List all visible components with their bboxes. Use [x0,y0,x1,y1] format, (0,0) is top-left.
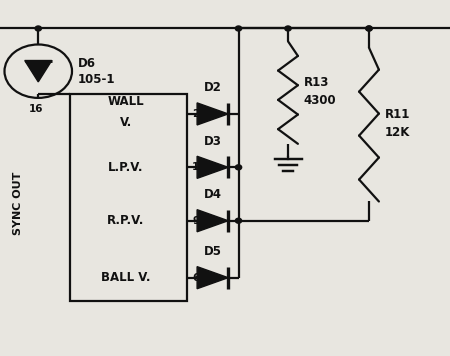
Text: R13: R13 [304,76,329,89]
Polygon shape [197,210,228,232]
Text: V.: V. [120,116,132,129]
Polygon shape [197,156,228,178]
Polygon shape [197,267,228,289]
Text: D5: D5 [203,245,221,258]
Text: 4300: 4300 [304,94,337,108]
Text: 16: 16 [29,104,43,114]
Text: D6: D6 [77,57,95,70]
Circle shape [285,26,291,31]
Text: WALL: WALL [108,94,144,108]
Circle shape [235,218,242,223]
Polygon shape [197,103,228,125]
Bar [70,94,187,301]
Circle shape [366,26,372,31]
Text: D4: D4 [203,188,221,201]
Text: BALL V.: BALL V. [101,271,151,284]
Text: R11: R11 [385,108,410,121]
Text: 24: 24 [192,109,207,119]
Text: 12K: 12K [385,126,410,140]
Text: 105-1: 105-1 [77,73,115,85]
Circle shape [35,26,41,31]
Text: SYNC OUT: SYNC OUT [13,171,23,235]
Text: D2: D2 [204,81,221,94]
Text: R.P.V.: R.P.V. [107,214,144,227]
Circle shape [235,26,242,31]
Polygon shape [25,61,52,82]
Text: D3: D3 [204,135,221,148]
Circle shape [366,26,372,31]
Text: 6: 6 [192,273,199,283]
Text: L.P.V.: L.P.V. [108,161,144,174]
Text: 9: 9 [192,216,199,226]
Text: 10: 10 [192,162,207,172]
Circle shape [235,165,242,170]
